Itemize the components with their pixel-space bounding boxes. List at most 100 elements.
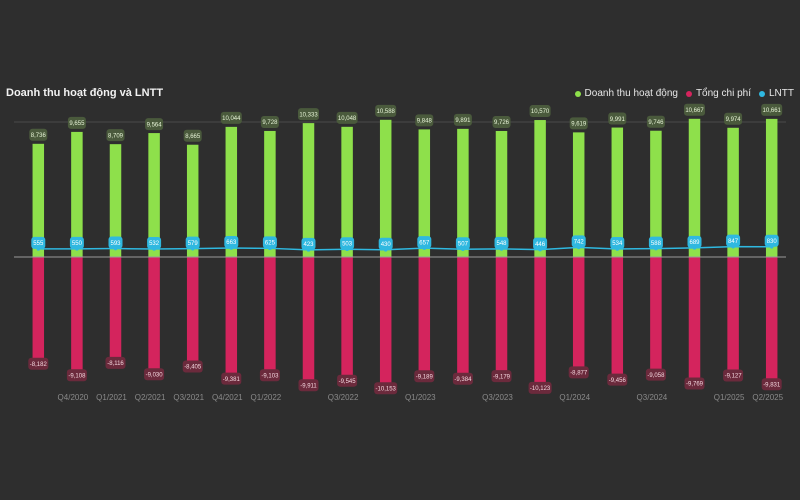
cost-bar[interactable] bbox=[186, 257, 199, 362]
revenue-bar[interactable] bbox=[225, 126, 238, 258]
profit-data-label-bg bbox=[224, 236, 239, 249]
profit-data-label: 663 bbox=[226, 240, 237, 246]
profit-data-label-bg bbox=[108, 236, 123, 249]
profit-data-label-bg bbox=[340, 237, 355, 250]
revenue-data-label-bg bbox=[220, 111, 242, 124]
revenue-bar[interactable] bbox=[534, 120, 546, 258]
cost-data-label-bg bbox=[337, 374, 358, 387]
cost-bar[interactable] bbox=[534, 257, 546, 383]
revenue-data-label-bg bbox=[492, 115, 511, 128]
legend-item-profit[interactable]: LNTT bbox=[759, 88, 794, 99]
legend-item-cost[interactable]: Tổng chi phí bbox=[685, 88, 751, 99]
cost-data-label-bg bbox=[66, 369, 87, 382]
revenue-data-label: 9,726 bbox=[494, 120, 510, 126]
x-tick-label: Q3/2024 bbox=[637, 393, 668, 402]
revenue-data-label-bg bbox=[529, 105, 551, 118]
profit-data-label: 689 bbox=[689, 240, 700, 246]
profit-data-label: 507 bbox=[458, 241, 469, 247]
cost-bar[interactable] bbox=[302, 257, 315, 381]
cost-bar[interactable] bbox=[572, 257, 585, 368]
revenue-bar[interactable] bbox=[611, 127, 624, 257]
profit-data-label: 555 bbox=[33, 241, 44, 247]
profit-data-label-bg bbox=[31, 236, 46, 249]
profit-data-label-bg bbox=[648, 236, 663, 249]
cost-data-label: -9,189 bbox=[416, 374, 434, 380]
revenue-bar[interactable] bbox=[379, 119, 392, 257]
legend-item-revenue[interactable]: Doanh thu hoạt động bbox=[574, 88, 678, 99]
x-tick-label: Q1/2023 bbox=[405, 393, 436, 402]
revenue-bar[interactable] bbox=[688, 118, 701, 257]
cost-bar[interactable] bbox=[495, 257, 508, 372]
profit-data-label-bg bbox=[69, 236, 84, 249]
x-tick-label: Q4/2021 bbox=[212, 393, 243, 402]
cost-bar[interactable] bbox=[418, 257, 431, 372]
cost-data-label-bg bbox=[221, 372, 242, 385]
cost-data-label-bg bbox=[723, 369, 744, 382]
cost-data-label-bg bbox=[259, 369, 280, 382]
revenue-bar[interactable] bbox=[302, 123, 315, 257]
profit-data-label-bg bbox=[726, 234, 741, 247]
cost-bar[interactable] bbox=[457, 257, 469, 374]
revenue-data-label: 9,728 bbox=[262, 120, 278, 126]
cost-bar[interactable] bbox=[611, 257, 624, 375]
cost-data-label: -8,877 bbox=[570, 371, 588, 377]
cost-bar[interactable] bbox=[765, 257, 778, 380]
revenue-bar[interactable] bbox=[186, 144, 199, 257]
revenue-bar[interactable] bbox=[109, 144, 122, 257]
revenue-bar[interactable] bbox=[264, 130, 276, 257]
cost-bar[interactable] bbox=[379, 257, 392, 384]
cost-bar[interactable] bbox=[688, 257, 701, 379]
cost-bar[interactable] bbox=[727, 257, 739, 371]
revenue-bar[interactable] bbox=[495, 130, 508, 257]
cost-bar[interactable] bbox=[148, 257, 160, 370]
profit-data-label: 423 bbox=[303, 242, 314, 248]
legend: Doanh thu hoạt động Tổng chi phí LNTT bbox=[574, 88, 794, 99]
cost-bar[interactable] bbox=[264, 257, 276, 371]
revenue-data-label-bg bbox=[183, 129, 202, 142]
revenue-data-label: 9,619 bbox=[571, 122, 587, 128]
revenue-data-label-bg bbox=[298, 108, 319, 121]
cost-data-label: -9,456 bbox=[609, 378, 627, 384]
cost-bar[interactable] bbox=[650, 257, 662, 370]
revenue-data-label-bg bbox=[145, 118, 164, 131]
profit-data-label: 446 bbox=[535, 242, 546, 248]
revenue-bar[interactable] bbox=[457, 128, 469, 257]
revenue-data-label: 9,746 bbox=[648, 120, 664, 126]
revenue-bar[interactable] bbox=[572, 132, 585, 257]
revenue-data-label-bg bbox=[260, 115, 279, 128]
revenue-data-label: 9,848 bbox=[417, 119, 433, 125]
revenue-data-label-bg bbox=[646, 115, 665, 128]
revenue-bar[interactable] bbox=[148, 133, 160, 257]
profit-data-label: 593 bbox=[110, 241, 121, 247]
revenue-data-label: 10,044 bbox=[222, 116, 241, 122]
revenue-data-label: 10,048 bbox=[338, 116, 357, 122]
revenue-bar[interactable] bbox=[418, 129, 431, 257]
cost-data-label-bg bbox=[298, 379, 319, 392]
revenue-bar[interactable] bbox=[71, 131, 83, 257]
cost-data-label-bg bbox=[182, 360, 203, 373]
cost-data-label-bg bbox=[28, 357, 49, 370]
profit-data-label: 588 bbox=[651, 241, 662, 247]
revenue-bar[interactable] bbox=[32, 143, 45, 257]
revenue-data-label: 9,991 bbox=[610, 117, 626, 123]
revenue-bar[interactable] bbox=[727, 127, 739, 257]
cost-data-label: -9,545 bbox=[339, 379, 357, 385]
cost-data-label: -9,127 bbox=[725, 374, 743, 380]
cost-bar[interactable] bbox=[109, 257, 122, 358]
profit-data-label-bg bbox=[455, 237, 470, 250]
cost-data-label-bg bbox=[684, 377, 705, 390]
revenue-data-label-bg bbox=[415, 114, 434, 127]
revenue-data-label-bg bbox=[761, 103, 783, 116]
cost-bar[interactable] bbox=[71, 257, 83, 371]
revenue-bar[interactable] bbox=[341, 126, 353, 257]
revenue-bar[interactable] bbox=[765, 118, 778, 258]
profit-data-label: 579 bbox=[188, 241, 199, 247]
profit-data-label: 657 bbox=[419, 240, 430, 246]
cost-bar[interactable] bbox=[341, 257, 353, 376]
profit-data-label-bg bbox=[185, 236, 200, 249]
revenue-bar[interactable] bbox=[650, 130, 662, 257]
cost-data-label: -8,182 bbox=[30, 362, 48, 368]
cost-bar[interactable] bbox=[32, 257, 45, 359]
revenue-data-label-bg bbox=[29, 128, 48, 141]
cost-bar[interactable] bbox=[225, 257, 238, 374]
